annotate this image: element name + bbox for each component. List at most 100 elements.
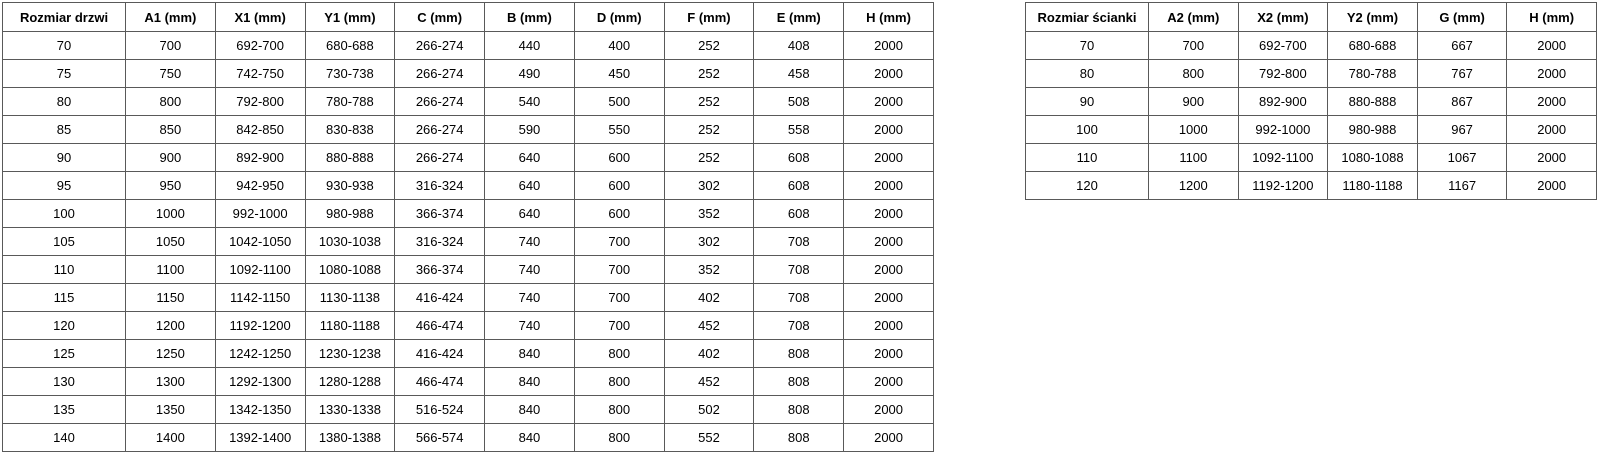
table-cell: 95: [2, 171, 126, 200]
table-cell: 452: [663, 311, 755, 340]
table-cell: 266-274: [394, 59, 486, 88]
table-cell: 550: [573, 115, 665, 144]
table-cell: 115: [2, 283, 126, 312]
table-cell: 2000: [843, 423, 934, 452]
table-cell: 2000: [1506, 171, 1597, 200]
table-cell: 708: [753, 255, 845, 284]
table-row: 90 900 892-900 880-888 266-274 640 600 252 608 20…: [2, 143, 934, 172]
table-row: 130 1300 1292-1300 1280-1288 466-474 840 800 45…: [2, 367, 934, 396]
table-cell: 640: [484, 143, 575, 172]
table-cell: 2000: [843, 115, 934, 144]
table-cell: 750: [125, 59, 216, 88]
table-cell: 2000: [1506, 31, 1597, 60]
table-cell: 80: [2, 87, 126, 116]
table-cell: 900: [125, 143, 216, 172]
table-cell: 110: [2, 255, 126, 284]
table-cell: 440: [484, 31, 575, 60]
column-header: B (mm): [484, 2, 575, 32]
table-cell: 740: [484, 227, 575, 256]
table-cell: 70: [2, 31, 126, 60]
table-cell: 867: [1416, 87, 1508, 116]
header-row: Rozmiar drzwi A1 (mm) X1 (mm) Y1 (mm) C (mm)…: [2, 2, 934, 32]
table-row: 120 1200 1192-1200 1180-1188 1167 2000: [1025, 171, 1597, 200]
table-row: 80 800 792-800 780-788 266-274 540 500 252 508 20…: [2, 87, 934, 116]
table-cell: 2000: [843, 367, 934, 396]
table-cell: 880-888: [1327, 87, 1418, 116]
table-cell: 302: [663, 171, 755, 200]
table-cell: 490: [484, 59, 575, 88]
table-row: 85 850 842-850 830-838 266-274 590 550 252 558 20…: [2, 115, 934, 144]
table-cell: 120: [2, 311, 126, 340]
table-cell: 1280-1288: [304, 367, 396, 396]
table-cell: 992-1000: [1237, 115, 1329, 144]
table-cell: 1100: [1148, 143, 1239, 172]
table-cell: 2000: [1506, 87, 1597, 116]
table-cell: 80: [1025, 59, 1149, 88]
table-cell: 1180-1188: [1327, 171, 1418, 200]
table-cell: 316-324: [394, 171, 486, 200]
table-cell: 780-788: [1327, 59, 1418, 88]
table-cell: 800: [573, 339, 665, 368]
table-cell: 416-424: [394, 283, 486, 312]
column-header: H (mm): [843, 2, 934, 32]
table-cell: 90: [1025, 87, 1149, 116]
table-cell: 840: [484, 423, 575, 452]
table-cell: 1150: [125, 283, 216, 312]
table-cell: 1180-1188: [304, 311, 396, 340]
table-cell: 708: [753, 283, 845, 312]
table-cell: 1142-1150: [214, 283, 306, 312]
table-cell: 302: [663, 227, 755, 256]
table-cell: 1350: [125, 395, 216, 424]
table-cell: 130: [2, 367, 126, 396]
table-cell: 266-274: [394, 87, 486, 116]
table-cell: 1392-1400: [214, 423, 306, 452]
table-cell: 2000: [843, 59, 934, 88]
column-header: X1 (mm): [214, 2, 306, 32]
table-row: 115 1150 1142-1150 1130-1138 416-424 740 700 40…: [2, 283, 934, 312]
table-cell: 792-800: [214, 87, 306, 116]
table-cell: 1067: [1416, 143, 1508, 172]
table-cell: 980-988: [1327, 115, 1418, 144]
table-cell: 980-988: [304, 199, 396, 228]
column-header: H (mm): [1506, 2, 1597, 32]
table-cell: 252: [663, 31, 755, 60]
table-cell: 450: [573, 59, 665, 88]
table-cell: 516-524: [394, 395, 486, 424]
table-cell: 730-738: [304, 59, 396, 88]
table-cell: 125: [2, 339, 126, 368]
table-cell: 840: [484, 339, 575, 368]
table-cell: 740: [484, 255, 575, 284]
table-cell: 700: [573, 283, 665, 312]
table-cell: 692-700: [1237, 31, 1329, 60]
table-row: 80 800 792-800 780-788 767 2000: [1025, 59, 1597, 88]
table-cell: 842-850: [214, 115, 306, 144]
table-cell: 1130-1138: [304, 283, 396, 312]
table-cell: 840: [484, 367, 575, 396]
table-cell: 252: [663, 143, 755, 172]
column-header: G (mm): [1416, 2, 1508, 32]
table-cell: 408: [753, 31, 845, 60]
table-row: 105 1050 1042-1050 1030-1038 316-324 740 700 30…: [2, 227, 934, 256]
table-cell: 700: [573, 227, 665, 256]
table-cell: 600: [573, 199, 665, 228]
table-cell: 767: [1416, 59, 1508, 88]
table-cell: 700: [1148, 31, 1239, 60]
table-cell: 1000: [1148, 115, 1239, 144]
table-cell: 942-950: [214, 171, 306, 200]
table-cell: 967: [1416, 115, 1508, 144]
table-cell: 800: [1148, 59, 1239, 88]
column-header: Y1 (mm): [304, 2, 396, 32]
table-cell: 608: [753, 143, 845, 172]
table-cell: 1200: [1148, 171, 1239, 200]
table-cell: 566-574: [394, 423, 486, 452]
table-cell: 1380-1388: [304, 423, 396, 452]
table-cell: 75: [2, 59, 126, 88]
table-cell: 640: [484, 171, 575, 200]
table-cell: 552: [663, 423, 755, 452]
table-cell: 1230-1238: [304, 339, 396, 368]
table-cell: 880-888: [304, 143, 396, 172]
table-cell: 850: [125, 115, 216, 144]
column-header: Rozmiar drzwi: [2, 2, 126, 32]
table-cell: 252: [663, 59, 755, 88]
table-cell: 2000: [1506, 143, 1597, 172]
